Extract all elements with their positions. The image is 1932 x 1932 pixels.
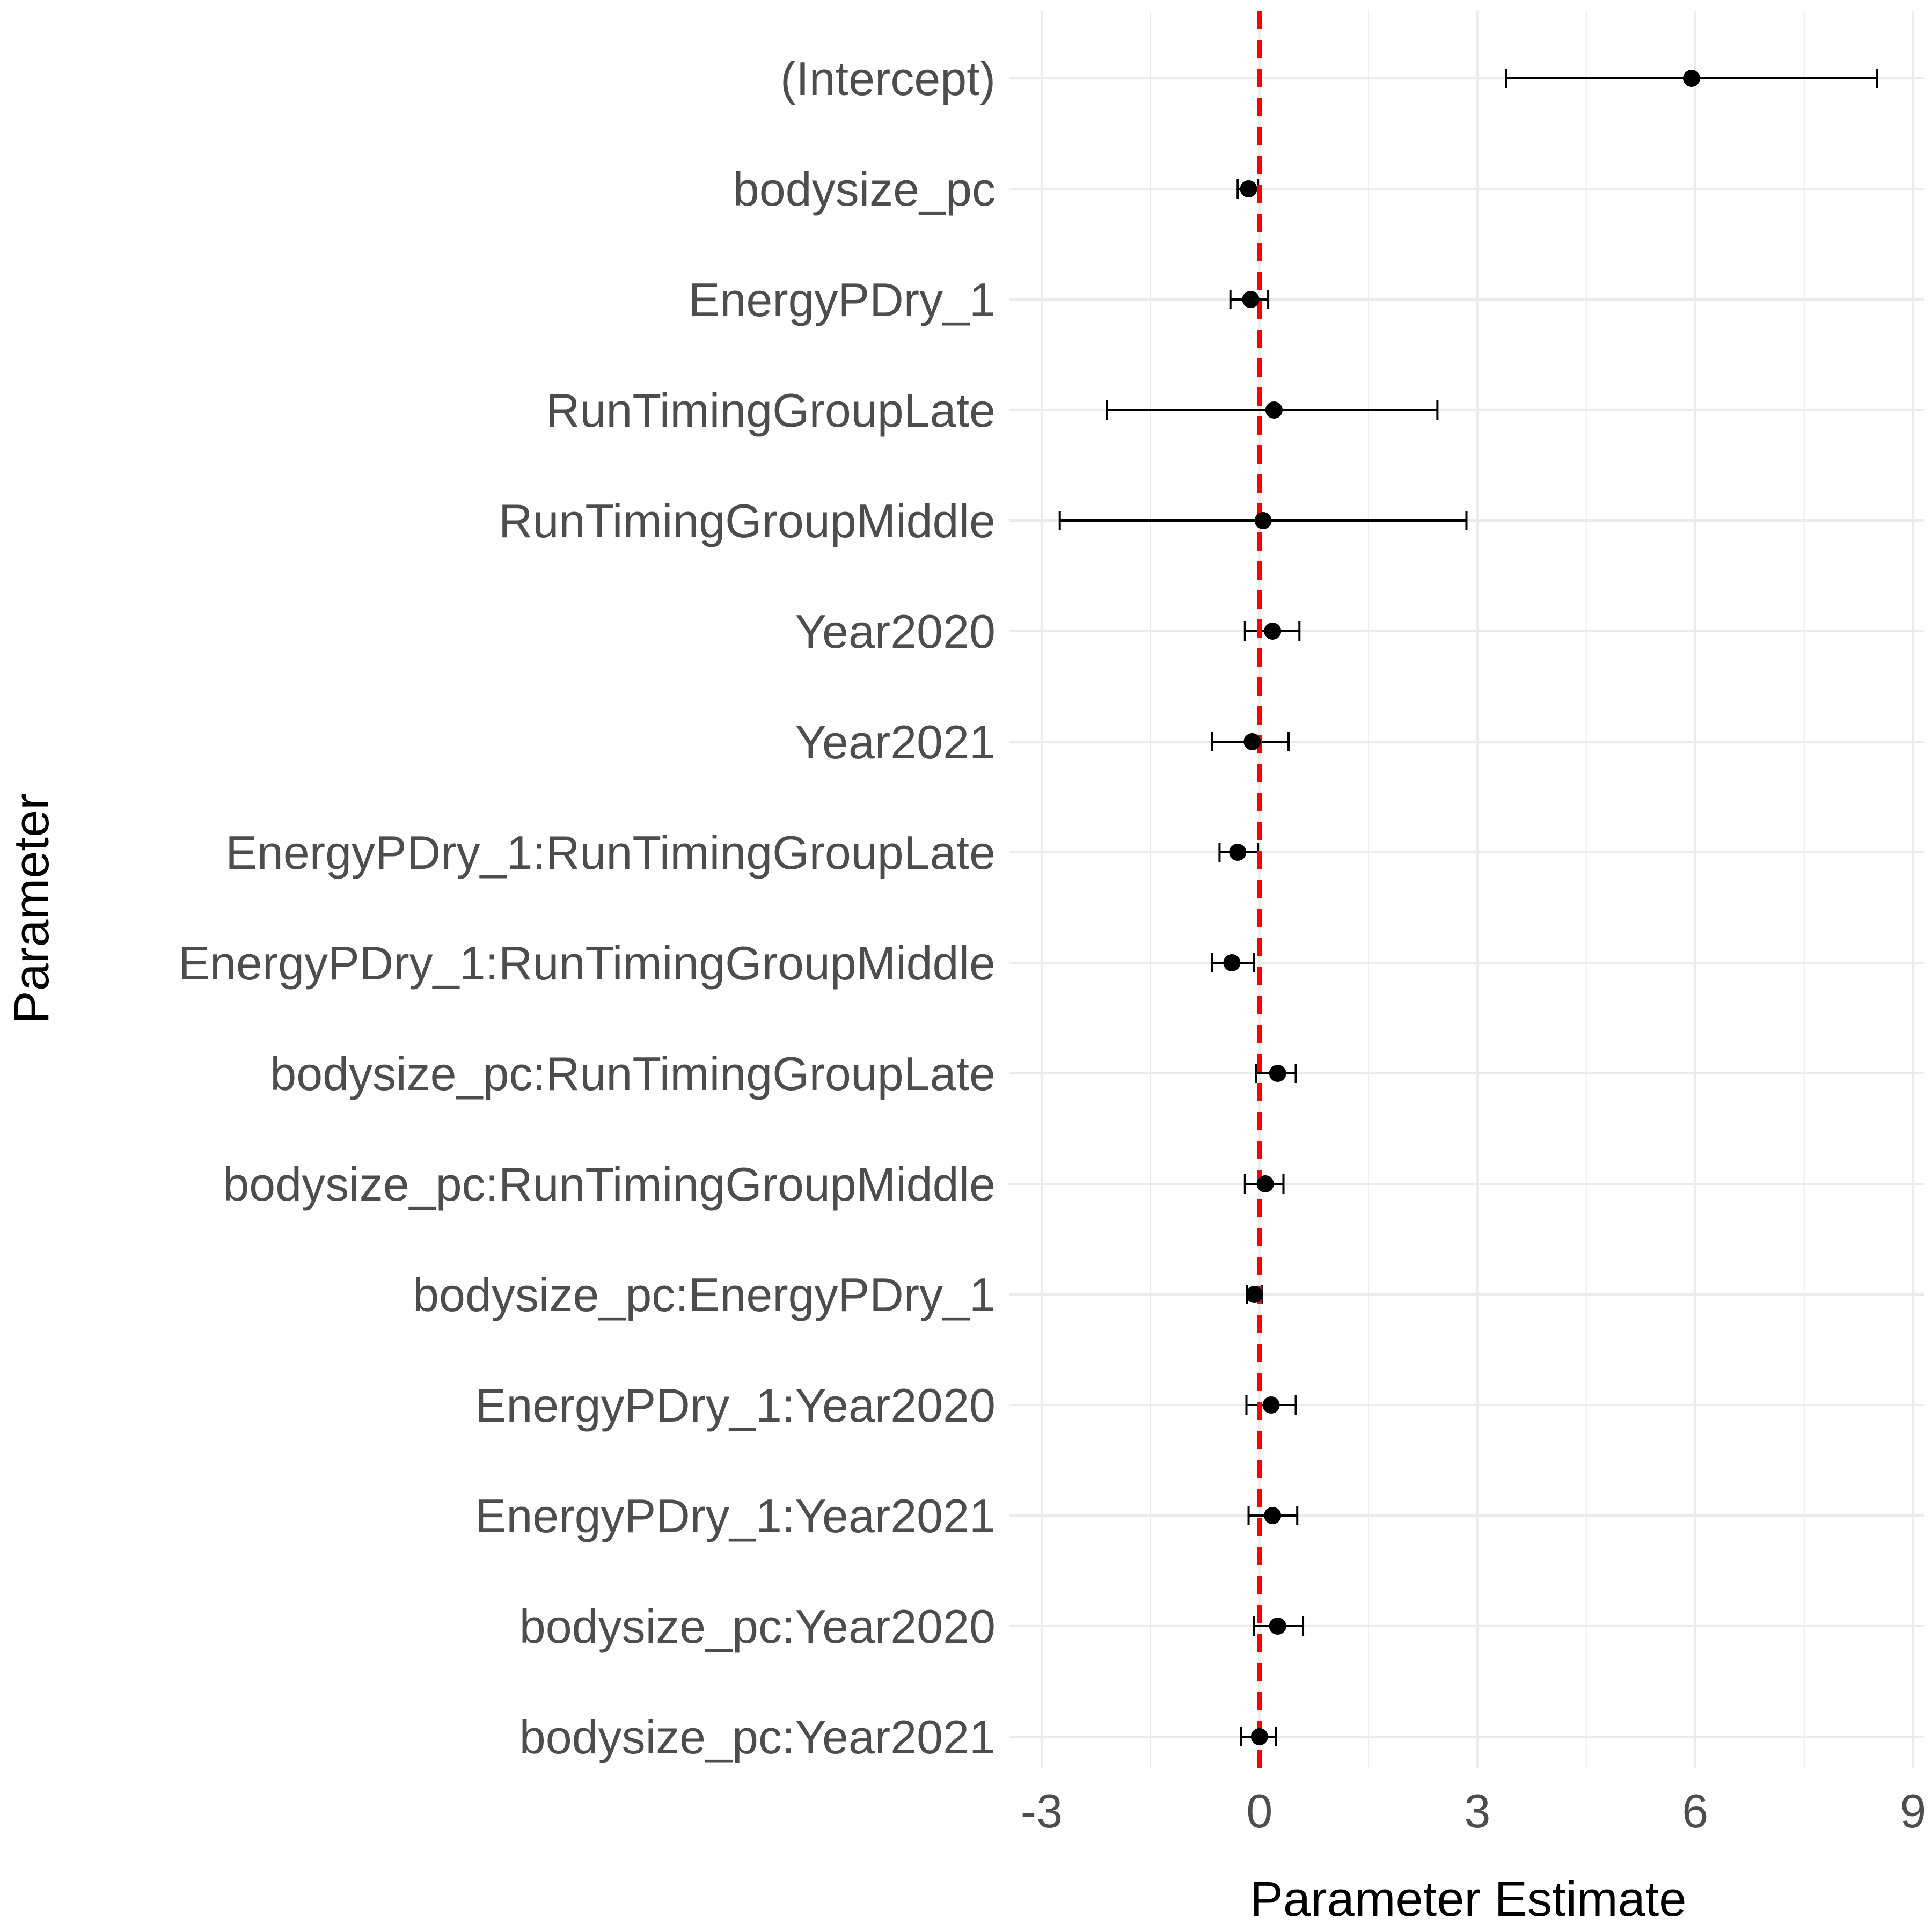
x-tick-label: 9: [1900, 1784, 1926, 1838]
y-tick-label: EnergyPDry_1:Year2020: [475, 1379, 996, 1432]
x-tick-labels: -3 0 3 6 9: [1021, 1784, 1926, 1838]
error-bars: [1058, 69, 1878, 1746]
y-tick-label: bodysize_pc:Year2021: [519, 1710, 996, 1763]
estimate-point: [1254, 512, 1272, 529]
y-tick-label: EnergyPDry_1:RunTimingGroupLate: [225, 826, 996, 879]
estimate-point: [1256, 1175, 1274, 1192]
estimate-point: [1264, 1507, 1282, 1524]
estimate-point: [1240, 180, 1257, 197]
x-tick-label: 3: [1464, 1784, 1490, 1838]
y-tick-label: RunTimingGroupLate: [546, 384, 996, 437]
grid: [1009, 11, 1924, 1768]
estimate-point: [1250, 1728, 1268, 1745]
y-tick-label: RunTimingGroupMiddle: [499, 494, 996, 547]
estimate-point: [1243, 733, 1261, 750]
points: [1223, 70, 1700, 1745]
x-axis-title: Parameter Estimate: [1250, 1872, 1687, 1927]
y-tick-label: Year2020: [795, 605, 996, 658]
y-tick-label: EnergyPDry_1: [689, 273, 996, 326]
estimate-point: [1269, 1065, 1286, 1082]
y-tick-label: bodysize_pc: [733, 163, 996, 216]
estimate-point: [1229, 844, 1247, 861]
y-tick-label: Year2021: [795, 715, 996, 769]
x-tick-label: -3: [1021, 1784, 1063, 1838]
y-tick-label: bodysize_pc:Year2020: [519, 1600, 996, 1653]
estimate-point: [1269, 1618, 1286, 1635]
x-tick-label: 6: [1682, 1784, 1708, 1838]
y-tick-label: bodysize_pc:RunTimingGroupLate: [270, 1047, 996, 1100]
y-axis-title: Parameter: [4, 793, 59, 1024]
y-tick-label: (Intercept): [780, 52, 996, 105]
y-tick-label: bodysize_pc:EnergyPDry_1: [413, 1268, 996, 1321]
y-tick-labels: (Intercept) bodysize_pc EnergyPDry_1 RunTim…: [178, 52, 996, 1763]
estimate-point: [1246, 1286, 1263, 1303]
estimate-point: [1223, 954, 1241, 971]
estimate-point: [1264, 623, 1282, 640]
x-tick-label: 0: [1246, 1784, 1272, 1838]
estimate-point: [1265, 401, 1283, 419]
estimate-point: [1262, 1396, 1280, 1414]
estimate-point: [1682, 70, 1700, 87]
y-tick-label: bodysize_pc:RunTimingGroupMiddle: [223, 1158, 996, 1211]
y-tick-label: EnergyPDry_1:RunTimingGroupMiddle: [178, 936, 996, 990]
y-tick-label: EnergyPDry_1:Year2021: [475, 1489, 996, 1542]
estimate-point: [1242, 291, 1260, 308]
